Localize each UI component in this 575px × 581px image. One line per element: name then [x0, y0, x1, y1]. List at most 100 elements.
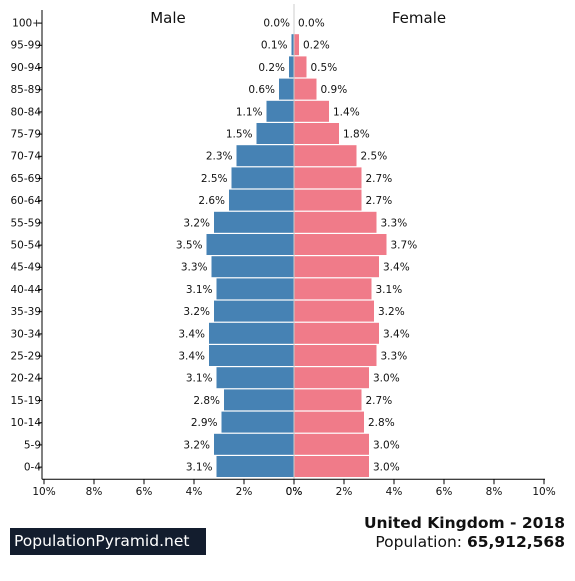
male-value-label: 2.6%: [198, 195, 225, 207]
female-bar: [294, 322, 379, 344]
population-pyramid-chart: 100+ 0.0% 0.0% 95-99 0.1% 0.2% 90-94 0.2% 0.5% 85…: [10, 4, 556, 498]
male-value-label: 3.2%: [183, 217, 210, 229]
female-value-label: 3.0%: [373, 373, 400, 385]
female-value-label: 2.7%: [366, 195, 393, 207]
age-group-label: 40-44: [10, 284, 41, 296]
female-value-label: 3.0%: [373, 439, 400, 451]
male-value-label: 3.1%: [186, 284, 213, 296]
male-value-label: 0.0%: [263, 18, 290, 30]
female-value-label: 2.7%: [366, 173, 393, 185]
male-bar: [214, 433, 294, 455]
male-value-label: 3.1%: [186, 373, 213, 385]
female-bar: [294, 167, 362, 189]
male-bar: [266, 100, 294, 122]
male-value-label: 1.1%: [236, 106, 263, 118]
female-bar: [294, 211, 377, 233]
male-value-label: 3.2%: [183, 439, 210, 451]
male-series-heading: Male: [150, 9, 186, 27]
brand-logo[interactable]: PopulationPyramid.net: [10, 528, 206, 555]
female-bar: [294, 389, 362, 411]
male-bar: [291, 34, 294, 56]
female-bar: [294, 123, 339, 144]
male-bar: [216, 456, 294, 477]
female-bar: [294, 456, 369, 477]
age-group-label: 30-34: [10, 328, 41, 340]
male-bar: [209, 345, 294, 366]
male-bar: [209, 322, 294, 344]
age-group-label: 0-4: [24, 462, 41, 474]
male-value-label: 3.5%: [176, 240, 203, 252]
male-bar: [216, 278, 294, 300]
female-value-label: 1.4%: [333, 106, 360, 118]
male-bar: [224, 389, 294, 411]
age-group-label: 95-99: [10, 40, 41, 52]
female-bar: [294, 234, 387, 255]
male-bar: [211, 256, 294, 278]
female-value-label: 0.2%: [303, 40, 330, 52]
male-bar: [231, 167, 294, 189]
female-bar: [294, 300, 374, 322]
male-value-label: 0.2%: [258, 62, 285, 74]
male-value-label: 2.8%: [193, 395, 220, 407]
female-value-label: 3.1%: [376, 284, 403, 296]
x-tick-label: 2%: [336, 486, 353, 498]
male-bar: [214, 211, 294, 233]
female-bar: [294, 145, 357, 167]
population-summary: Population: 65,912,568: [375, 533, 565, 551]
male-value-label: 3.4%: [178, 328, 205, 340]
age-group-label: 75-79: [10, 129, 41, 141]
population-value: 65,912,568: [466, 533, 565, 551]
female-value-label: 0.0%: [298, 18, 325, 30]
female-value-label: 2.8%: [368, 417, 395, 429]
female-value-label: 0.5%: [311, 62, 338, 74]
chart-title: United Kingdom - 2018: [363, 514, 565, 532]
male-value-label: 3.4%: [178, 351, 205, 363]
population-label: Population:: [375, 533, 462, 551]
male-value-label: 3.1%: [186, 462, 213, 474]
age-group-label: 10-14: [10, 417, 41, 429]
male-bar: [256, 123, 294, 144]
female-value-label: 2.7%: [366, 395, 393, 407]
female-bar: [294, 78, 317, 100]
female-bar: [294, 100, 329, 122]
male-value-label: 3.3%: [181, 262, 208, 274]
age-group-label: 70-74: [10, 151, 41, 163]
female-value-label: 3.4%: [383, 262, 410, 274]
female-bar: [294, 256, 379, 278]
x-tick-label: 6%: [436, 486, 453, 498]
age-group-label: 45-49: [10, 262, 41, 274]
female-series-heading: Female: [392, 9, 446, 27]
age-group-label: 60-64: [10, 195, 41, 207]
male-bar: [279, 78, 294, 100]
female-value-label: 3.7%: [391, 240, 418, 252]
female-bar: [294, 189, 362, 211]
age-group-label: 15-19: [10, 395, 41, 407]
male-value-label: 2.9%: [191, 417, 218, 429]
female-value-label: 2.5%: [361, 151, 388, 163]
male-value-label: 2.5%: [201, 173, 228, 185]
female-value-label: 0.9%: [321, 84, 348, 96]
female-value-label: 3.0%: [373, 462, 400, 474]
female-bar: [294, 34, 299, 56]
age-group-label: 20-24: [10, 373, 41, 385]
male-value-label: 0.1%: [261, 40, 288, 52]
age-group-label: 90-94: [10, 62, 41, 74]
x-tick-label: 2%: [236, 486, 253, 498]
female-bar: [294, 367, 369, 389]
age-group-label: 25-29: [10, 351, 41, 363]
x-tick-label: 8%: [486, 486, 503, 498]
x-tick-label: 8%: [86, 486, 103, 498]
x-tick-label: 4%: [386, 486, 403, 498]
female-value-label: 3.3%: [381, 217, 408, 229]
male-bar: [221, 411, 294, 433]
age-group-label: 65-69: [10, 173, 41, 185]
female-value-label: 3.4%: [383, 328, 410, 340]
male-bar: [236, 145, 294, 167]
male-bar: [216, 367, 294, 389]
x-tick-label: 4%: [186, 486, 203, 498]
female-bar: [294, 433, 369, 455]
male-bar: [214, 300, 294, 322]
x-tick-label: 10%: [532, 486, 555, 498]
male-value-label: 2.3%: [206, 151, 233, 163]
x-tick-label: 0%: [286, 486, 303, 498]
